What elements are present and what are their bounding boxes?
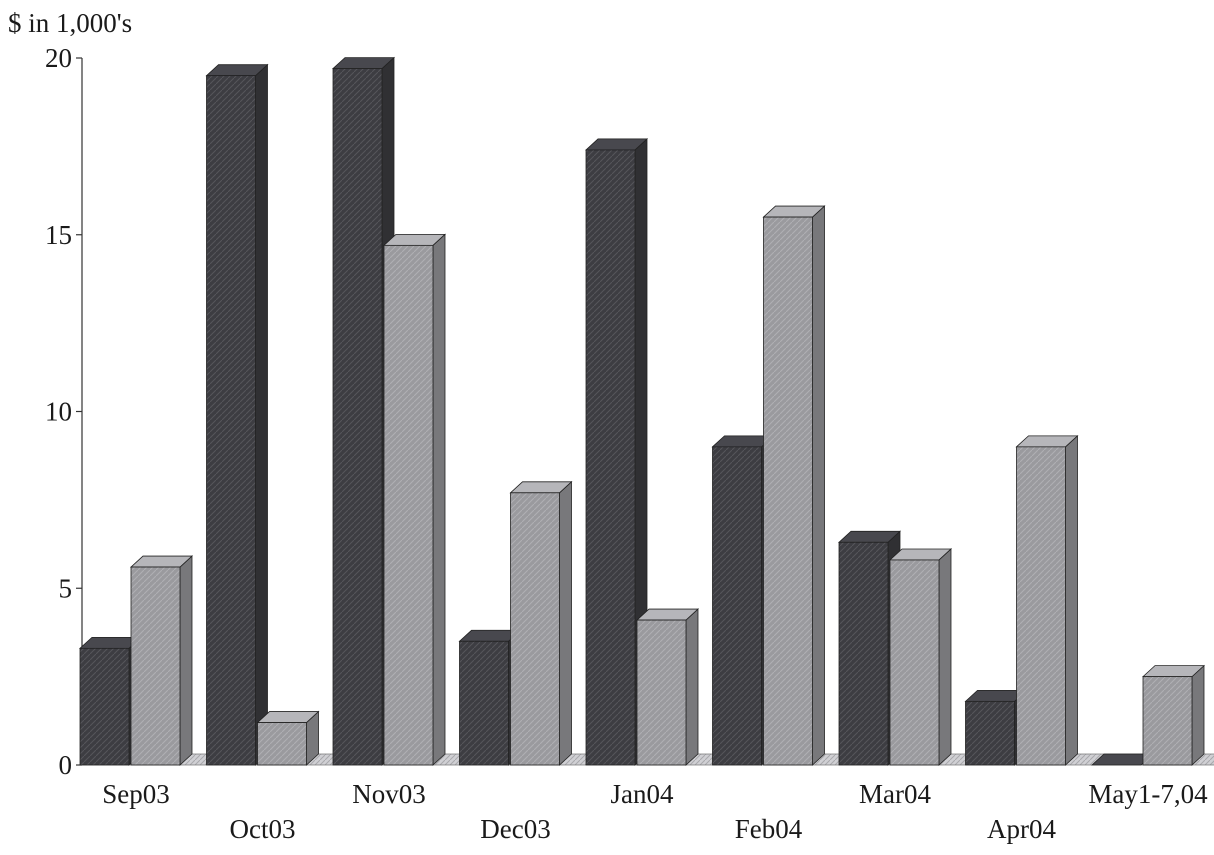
bar-front-face <box>889 559 940 766</box>
bar-side-face <box>685 608 699 766</box>
bar-side-face <box>559 480 572 766</box>
y-tick-label: 10 <box>45 397 72 427</box>
bar-front-face <box>130 566 181 766</box>
x-tick-label: Oct03 <box>230 814 296 844</box>
y-tick-label: 5 <box>59 573 73 603</box>
x-tick-label: May1-7,04 <box>1088 779 1208 809</box>
bar-May1-7,04-series-2 <box>1141 664 1206 766</box>
bar-front-face <box>838 541 889 766</box>
bar-front-face <box>763 216 813 766</box>
bar-front-face <box>257 722 307 766</box>
x-tick-label: Apr04 <box>987 814 1056 844</box>
bar-front-face <box>965 700 1015 766</box>
bar-front-face <box>712 446 762 766</box>
bar-side-face <box>812 205 825 766</box>
bar-Oct03-series-2 <box>256 710 320 766</box>
bar-side-face <box>179 555 193 766</box>
bar-front-face <box>383 244 434 766</box>
bar-front-face <box>206 75 256 766</box>
bar-front-face <box>510 492 560 766</box>
y-tick-label: 20 <box>45 43 72 73</box>
bar-Nov03-series-2 <box>382 233 447 766</box>
bar-side-face <box>1065 434 1078 766</box>
bar-Feb04-series-1 <box>711 434 775 766</box>
bar-side-face <box>1191 664 1205 766</box>
bar-front-face <box>459 640 509 766</box>
bar-Apr04-series-2 <box>1015 434 1079 766</box>
x-tick-label: Feb04 <box>735 814 803 844</box>
x-tick-label: Mar04 <box>859 779 931 809</box>
bar-front-face <box>636 619 687 766</box>
bar-front-face <box>1016 446 1066 766</box>
bar-front-face <box>1142 676 1193 766</box>
bar-side-face <box>255 63 268 766</box>
y-axis-label: $ in 1,000's <box>8 8 132 38</box>
x-tick-label: Dec03 <box>480 814 550 844</box>
bar-front-face <box>332 68 383 766</box>
bar-front-face <box>79 647 130 766</box>
bar-side-face <box>432 233 446 766</box>
x-tick-label: Nov03 <box>352 779 426 809</box>
y-tick-label: 15 <box>45 220 72 250</box>
y-tick-label: 0 <box>59 750 73 780</box>
bar-Feb04-series-2 <box>762 205 826 766</box>
bar-Sep03-series-2 <box>129 555 194 766</box>
category-labels: Sep03 Oct03 Nov03 Dec03 Jan04 Feb04 Mar04 Apr04… <box>102 779 1208 844</box>
bar-Jan04-series-1 <box>584 138 649 766</box>
bars <box>78 56 1206 766</box>
bar-side-face <box>938 548 952 766</box>
bar-Dec03-series-2 <box>509 480 573 766</box>
x-tick-label: Sep03 <box>102 779 170 809</box>
bar-Mar04-series-2 <box>888 548 953 766</box>
bar-front-face <box>585 149 636 766</box>
x-tick-label: Jan04 <box>611 779 674 809</box>
y-axis: 0 5 10 15 20 <box>45 43 83 780</box>
bar-Oct03-series-1 <box>205 63 269 766</box>
bar-Jan04-series-2 <box>635 608 700 766</box>
